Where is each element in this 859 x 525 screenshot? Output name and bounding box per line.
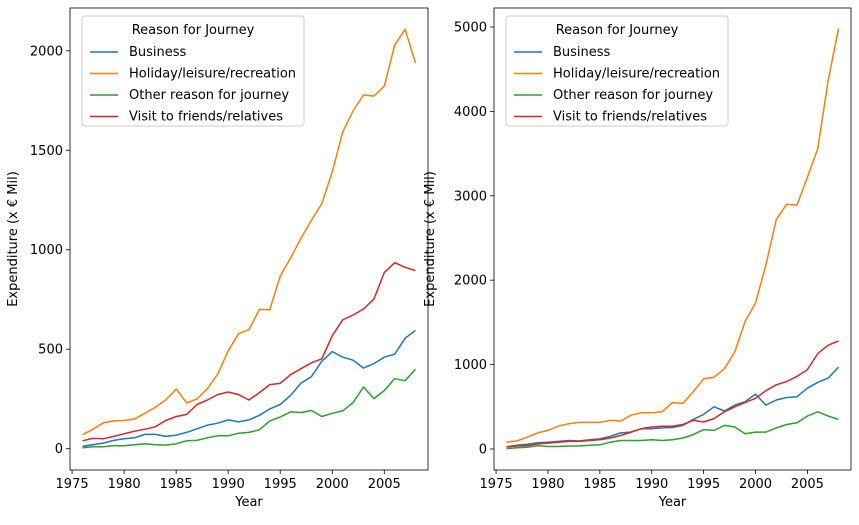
x-tick-label: 2000 [316, 477, 349, 492]
x-tick-label: 1990 [212, 477, 245, 492]
y-tick-label: 0 [479, 442, 487, 457]
y-tick-label: 2000 [454, 274, 487, 289]
series-line-1 [82, 329, 416, 448]
legend-entry-1: Business [129, 45, 187, 60]
plot-frame [493, 7, 852, 471]
x-tick-label: 2000 [739, 477, 772, 492]
x-tick-label: 1995 [264, 477, 297, 492]
legend: Reason for Journey Business Holiday/leisur… [505, 15, 729, 127]
legend-entry-4: Visit to friends/relatives [553, 110, 707, 125]
legend-entry-3: Other reason for journey [129, 88, 289, 103]
legend: Reason for Journey Business Holiday/leisur… [81, 15, 305, 127]
plot-frame [69, 7, 429, 471]
legend-title: Reason for Journey [132, 23, 255, 38]
y-axis-label: Expenditure (x € Mil) [423, 171, 438, 307]
y-tick-label: 4000 [454, 105, 487, 120]
chart-panel-1: 1975 1980 1985 1990 1995 2000 2005 0 500 1000 1500… [6, 7, 429, 510]
x-tick-label: 2005 [791, 477, 824, 492]
y-tick-label: 1000 [30, 243, 63, 258]
x-tick-label: 1975 [56, 477, 89, 492]
legend-entry-4: Visit to friends/relatives [129, 110, 283, 125]
x-tick-label: 1985 [160, 477, 193, 492]
y-tick-label: 1000 [454, 358, 487, 373]
series-line-4 [506, 340, 839, 448]
y-tick-label: 500 [38, 343, 63, 358]
x-axis-label: Year [234, 495, 263, 510]
series-line-1 [506, 366, 840, 448]
x-axis-label: Year [658, 495, 687, 510]
series-line-4 [82, 261, 416, 442]
x-tick-label: 1980 [108, 477, 141, 492]
y-tick-label: 2000 [30, 44, 63, 59]
x-tick-label: 1980 [531, 477, 564, 492]
x-tick-label: 2005 [368, 477, 401, 492]
legend-entry-2: Holiday/leisure/recreation [129, 67, 296, 82]
x-tick-label: 1985 [583, 477, 616, 492]
legend-entry-1: Business [553, 45, 611, 60]
series-line-3 [506, 411, 839, 450]
legend-box [505, 15, 729, 127]
series-line-3 [82, 368, 417, 449]
legend-entry-3: Other reason for journey [553, 88, 713, 103]
series-line-2 [506, 28, 840, 443]
x-tick-label: 1995 [687, 477, 720, 492]
y-axis-label: Expenditure (x € Mil) [6, 171, 21, 307]
y-tick-label: 0 [55, 442, 63, 457]
legend-title: Reason for Journey [556, 23, 679, 38]
x-tick-label: 1990 [635, 477, 668, 492]
series-line-2 [82, 28, 417, 436]
y-tick-label: 1500 [30, 144, 63, 159]
x-tick-label: 1975 [480, 477, 513, 492]
chart-panel-2: 1975 1980 1985 1990 1995 2000 2005 0 1000 2000 300… [423, 7, 852, 510]
legend-box [81, 15, 305, 127]
y-tick-label: 5000 [454, 20, 487, 35]
y-tick-label: 3000 [454, 189, 487, 204]
legend-entry-2: Holiday/leisure/recreation [553, 67, 720, 82]
